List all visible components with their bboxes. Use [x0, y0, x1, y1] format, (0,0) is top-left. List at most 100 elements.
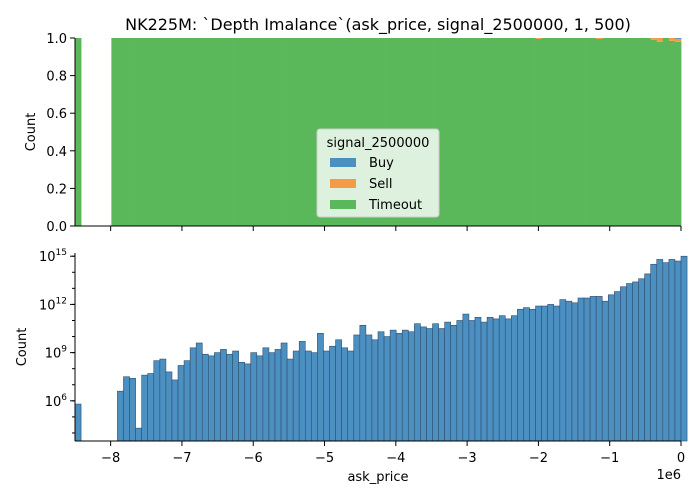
histogram-bar	[201, 353, 209, 442]
timeout-bar-segment	[668, 40, 676, 226]
histogram-bar	[656, 259, 664, 442]
timeout-bar-segment	[117, 38, 124, 226]
bottom-y-axis-ticks: 106 109 1012 1015	[39, 248, 75, 434]
histogram-bar	[480, 321, 488, 442]
histogram-bar	[668, 259, 676, 442]
timeout-bar-segment	[299, 38, 306, 226]
timeout-bar-segment	[596, 38, 603, 226]
timeout-bar-segment	[662, 38, 670, 226]
bottom-y-tick-label: 1012	[39, 296, 67, 313]
timeout-bar-segment	[256, 38, 264, 226]
histogram-bar	[286, 358, 294, 442]
histogram-bar	[626, 283, 633, 442]
timeout-bar-segment	[517, 38, 524, 226]
timeout-bar-segment	[202, 38, 209, 226]
timeout-bar-segment	[602, 38, 609, 226]
histogram-bar	[304, 350, 312, 442]
timeout-bar-segment	[511, 38, 518, 226]
histogram-bar	[462, 313, 470, 442]
histogram-bar	[662, 262, 670, 442]
histogram-bar	[238, 361, 245, 442]
histogram-bar	[456, 320, 464, 442]
timeout-bar-segment	[232, 38, 240, 226]
histogram-bar	[268, 352, 276, 442]
histogram-bar	[444, 321, 452, 442]
timeout-bar-segment	[208, 38, 215, 226]
timeout-bar-segment	[274, 38, 282, 226]
histogram-bar	[420, 326, 427, 442]
histogram-bar	[589, 296, 597, 442]
timeout-bar-segment	[178, 38, 185, 226]
histogram-bar	[638, 278, 645, 442]
timeout-bar-segment	[250, 38, 258, 226]
histogram-bar	[535, 305, 542, 442]
histogram-bar	[486, 316, 494, 442]
buy-bar-segment	[674, 38, 682, 39]
histogram-bar	[171, 379, 179, 442]
histogram-bar	[517, 308, 524, 442]
timeout-bar-segment	[638, 38, 646, 226]
legend-label-buy: Buy	[369, 156, 394, 171]
bottom-y-tick-label: 109	[45, 345, 68, 362]
sell-bar-segment	[596, 38, 603, 39]
timeout-bar-segment	[493, 38, 500, 226]
histogram-bar	[541, 305, 548, 442]
bottom-y-axis-label: Count	[15, 328, 30, 367]
timeout-bar-segment	[644, 38, 652, 226]
histogram-bar	[377, 331, 385, 442]
top-y-tick-label: 1.0	[46, 32, 67, 47]
histogram-bar	[214, 352, 221, 442]
timeout-bar-segment	[311, 38, 318, 226]
timeout-bar-segment	[656, 41, 664, 227]
histogram-bar	[232, 350, 239, 442]
histogram-bar	[189, 347, 197, 442]
bottom-x-tick-label: −6	[244, 451, 263, 466]
top-y-tick-label: 0.6	[46, 107, 67, 122]
timeout-bar-segment	[196, 38, 203, 226]
histogram-bar	[595, 296, 603, 442]
bottom-x-tick-label: −3	[458, 451, 477, 466]
histogram-bar	[117, 390, 124, 442]
legend-label-sell: Sell	[369, 177, 392, 192]
sell-bar-segment	[656, 38, 664, 42]
histogram-bar	[329, 345, 336, 442]
timeout-bar-segment	[468, 38, 476, 226]
bottom-x-tick-label: 0	[677, 451, 685, 466]
bottom-y-tick-label: 106	[45, 393, 68, 410]
timeout-bar-segment	[171, 38, 179, 226]
histogram-bar	[177, 365, 185, 442]
histogram-bar	[292, 350, 300, 442]
timeout-bar-segment	[571, 38, 579, 226]
histogram-bar	[565, 300, 573, 442]
histogram-bar	[353, 334, 361, 442]
timeout-bar-segment	[190, 38, 197, 226]
histogram-bar	[601, 300, 609, 442]
histogram-bar	[183, 360, 191, 442]
timeout-bar-segment	[608, 38, 615, 226]
histogram-bar	[492, 318, 500, 442]
timeout-bar-segment	[226, 38, 233, 226]
bottom-histogram-panel: 106 109 1012 1015 −8 −7 −6 −5 −4 −3 −2 −1 0 Count a…	[15, 248, 688, 485]
timeout-bar-segment	[553, 38, 561, 226]
histogram-bar	[280, 342, 288, 442]
histogram-bar	[474, 316, 482, 442]
histogram-bar	[141, 374, 149, 442]
histogram-bar	[432, 323, 439, 442]
histogram-bar	[317, 333, 324, 442]
histogram-bar	[226, 353, 233, 442]
histogram-bar	[159, 358, 167, 442]
histogram-bar	[341, 347, 349, 442]
timeout-bar-segment	[141, 38, 149, 226]
histogram-bar	[323, 350, 330, 442]
histogram-bar	[371, 339, 379, 442]
timeout-bar-segment	[129, 38, 136, 226]
top-y-tick-label: 0.8	[46, 70, 67, 85]
bottom-x-tick-label: −7	[172, 451, 191, 466]
timeout-bar-segment	[529, 38, 536, 226]
histogram-bar	[208, 355, 215, 442]
bottom-x-tick-label: −8	[101, 451, 120, 466]
timeout-bar-segment	[293, 38, 300, 226]
histogram-bar	[347, 350, 355, 442]
legend-swatch-sell	[330, 179, 356, 188]
